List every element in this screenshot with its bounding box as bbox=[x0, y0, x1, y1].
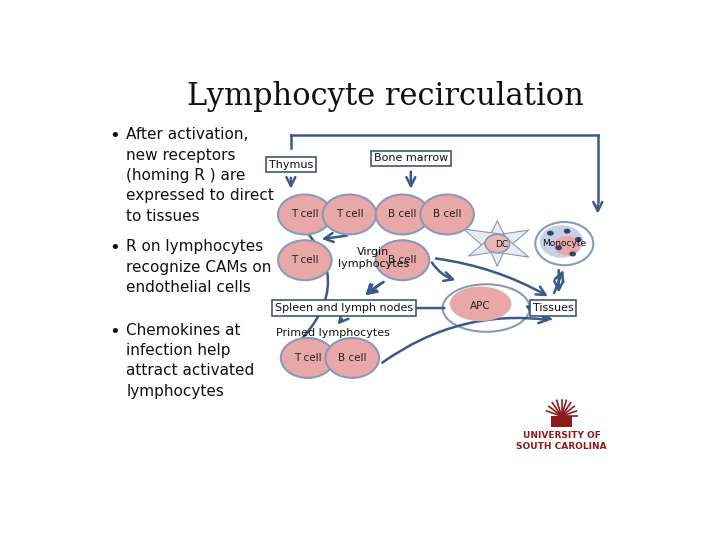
Circle shape bbox=[278, 194, 332, 234]
Text: B cell: B cell bbox=[433, 210, 462, 219]
Text: Monocyte: Monocyte bbox=[542, 239, 586, 248]
Circle shape bbox=[570, 252, 576, 256]
Circle shape bbox=[281, 338, 334, 378]
Text: B cell: B cell bbox=[388, 255, 417, 265]
Text: •: • bbox=[109, 322, 120, 341]
Polygon shape bbox=[487, 244, 508, 266]
Text: R on lymphocytes
recognize CAMs on
endothelial cells: R on lymphocytes recognize CAMs on endot… bbox=[126, 239, 271, 295]
Text: T cell: T cell bbox=[291, 210, 319, 219]
Text: •: • bbox=[109, 239, 120, 258]
Circle shape bbox=[540, 225, 583, 258]
Circle shape bbox=[547, 231, 554, 235]
Ellipse shape bbox=[450, 287, 511, 321]
Circle shape bbox=[554, 236, 580, 255]
Circle shape bbox=[535, 222, 593, 265]
Text: •: • bbox=[109, 127, 120, 145]
Polygon shape bbox=[491, 235, 528, 257]
Text: Bone marrow: Bone marrow bbox=[374, 153, 448, 164]
Ellipse shape bbox=[443, 284, 530, 332]
Polygon shape bbox=[491, 230, 528, 252]
Circle shape bbox=[420, 194, 474, 234]
Text: B cell: B cell bbox=[388, 210, 417, 219]
Text: Tissues: Tissues bbox=[533, 303, 574, 313]
Polygon shape bbox=[468, 237, 503, 256]
Text: Thymus: Thymus bbox=[269, 160, 313, 170]
Text: B cell: B cell bbox=[338, 353, 366, 363]
Polygon shape bbox=[464, 229, 504, 253]
Text: T cell: T cell bbox=[294, 353, 321, 363]
Text: T cell: T cell bbox=[291, 255, 319, 265]
Circle shape bbox=[376, 194, 429, 234]
Circle shape bbox=[278, 240, 332, 280]
Circle shape bbox=[575, 237, 582, 242]
Text: T cell: T cell bbox=[336, 210, 364, 219]
Circle shape bbox=[564, 228, 570, 234]
Circle shape bbox=[485, 234, 510, 253]
Text: After activation,
new receptors
(homing R ) are
expressed to direct
to tissues: After activation, new receptors (homing … bbox=[126, 127, 274, 224]
Text: Lymphocyte recirculation: Lymphocyte recirculation bbox=[187, 82, 584, 112]
Polygon shape bbox=[486, 221, 508, 244]
Circle shape bbox=[376, 240, 429, 280]
Text: Virgin
lymphocytes: Virgin lymphocytes bbox=[338, 247, 409, 269]
Text: Primed lymphocytes: Primed lymphocytes bbox=[276, 328, 390, 338]
Text: DC: DC bbox=[495, 240, 508, 249]
Circle shape bbox=[323, 194, 377, 234]
Text: Chemokines at
infection help
attract activated
lymphocytes: Chemokines at infection help attract act… bbox=[126, 322, 255, 399]
Circle shape bbox=[485, 234, 510, 253]
Circle shape bbox=[555, 245, 562, 250]
Text: Spleen and lymph nodes: Spleen and lymph nodes bbox=[275, 303, 413, 313]
Circle shape bbox=[325, 338, 379, 378]
FancyBboxPatch shape bbox=[552, 416, 572, 427]
Text: APC: APC bbox=[470, 301, 491, 311]
Text: UNIVERSITY OF
SOUTH CAROLINA: UNIVERSITY OF SOUTH CAROLINA bbox=[516, 431, 607, 451]
